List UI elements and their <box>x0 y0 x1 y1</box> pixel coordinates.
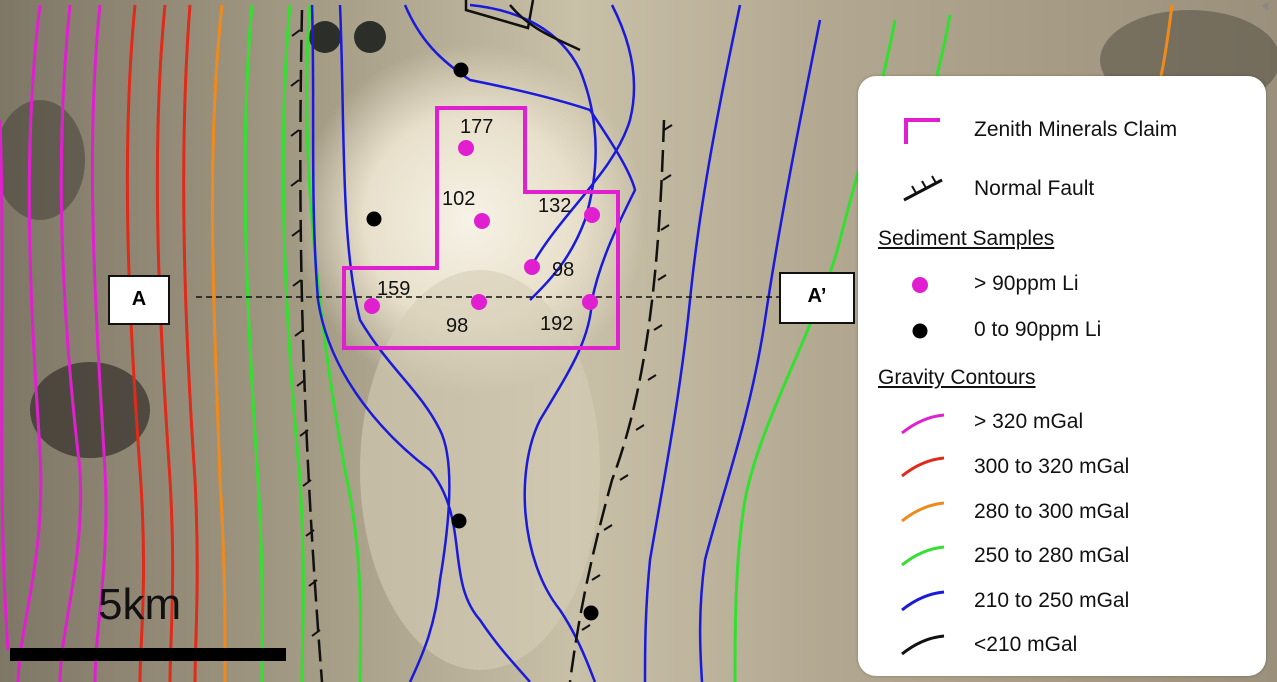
sample-high <box>364 298 380 314</box>
sample-label: 192 <box>540 313 573 335</box>
contour-line <box>16 4 43 682</box>
high-sample-legend-icon <box>912 277 928 293</box>
contour-line <box>338 4 451 682</box>
fault-west <box>290 9 324 682</box>
dark-outcrop <box>0 100 85 220</box>
sample-high <box>471 294 487 310</box>
contour-lt-210-legend-icon <box>901 634 945 656</box>
contour-line <box>58 4 83 682</box>
scale-bar <box>10 648 286 661</box>
contours-210-250 <box>310 3 822 682</box>
fault-ticks <box>581 124 673 631</box>
legend-contour-label: <210 mGal <box>974 633 1078 656</box>
tree <box>354 21 386 53</box>
low-sample-legend-icon <box>912 323 928 339</box>
legend-contour-label: 210 to 250 mGal <box>974 589 1130 612</box>
sample-high <box>582 294 598 310</box>
contour-line <box>211 4 227 682</box>
fault-line <box>568 119 666 682</box>
contour-line <box>469 3 597 301</box>
sample-label: 98 <box>446 315 468 337</box>
contour-line <box>643 4 742 682</box>
claim-legend-icon <box>904 118 940 144</box>
scale-label: 5km <box>98 580 182 629</box>
sample-label: 159 <box>377 278 410 300</box>
contour-line <box>533 4 636 261</box>
sample-high <box>474 213 490 229</box>
contour-280-300-legend-icon <box>901 501 945 523</box>
contour-line <box>182 4 199 682</box>
playa-flat <box>360 270 600 670</box>
contour-line <box>125 4 146 682</box>
contours-gt-320 <box>0 4 108 682</box>
sample-low <box>451 513 467 529</box>
contour-gt-320-legend-icon <box>901 413 945 435</box>
sample-labels: 177 102 132 98 159 98 192 <box>377 116 574 337</box>
samples-high <box>364 140 600 314</box>
legend-gravity-heading: Gravity Contours <box>878 366 1036 389</box>
section-label-a-prime: A’ <box>779 272 855 324</box>
contour-300-320-legend-icon <box>901 456 945 478</box>
legend-claim-label: Zenith Minerals Claim <box>974 118 1178 141</box>
dark-outcrop <box>30 362 150 458</box>
contour-line <box>403 4 637 682</box>
fault-line <box>299 9 324 682</box>
contours-lt-210 <box>509 4 581 52</box>
contour-line <box>0 119 10 651</box>
legend-low-sample-label: 0 to 90ppm Li <box>974 318 1102 341</box>
legend-high-sample-label: > 90ppm Li <box>974 272 1079 295</box>
legend-fault-label: Normal Fault <box>974 177 1095 200</box>
samples-low <box>366 62 599 621</box>
legend-contour-label: > 320 mGal <box>974 410 1084 433</box>
sample-high <box>584 207 600 223</box>
contour-line <box>90 4 108 682</box>
contour-line <box>310 4 531 682</box>
sample-label: 132 <box>538 195 571 217</box>
sample-high <box>524 259 540 275</box>
playa-bright-area <box>295 45 645 395</box>
fault-east <box>568 119 673 682</box>
sample-label: 177 <box>460 116 493 138</box>
contour-210-250-legend-icon <box>901 590 945 612</box>
contour-250-280-legend-icon <box>901 545 945 567</box>
sample-label: 102 <box>442 188 475 210</box>
fault-ticks <box>290 29 321 637</box>
contour-line <box>509 4 581 52</box>
sample-low <box>583 605 599 621</box>
corner-arrow-icon <box>1262 2 1268 10</box>
contour-line <box>155 4 175 682</box>
contour-line <box>305 4 363 682</box>
legend-contour-label: 250 to 280 mGal <box>974 544 1130 567</box>
fault-legend-icon <box>903 175 943 202</box>
legend-contour-label: 280 to 300 mGal <box>974 500 1130 523</box>
tree <box>309 21 341 53</box>
sample-low <box>453 62 469 78</box>
contour-line <box>243 4 264 682</box>
legend-contour-label: 300 to 320 mGal <box>974 455 1130 478</box>
contours-300-320 <box>125 4 199 682</box>
contour-line <box>698 19 822 682</box>
sample-label: 98 <box>552 259 574 281</box>
claim-outline <box>342 106 620 350</box>
road-segment <box>464 0 535 30</box>
legend-samples-heading: Sediment Samples <box>878 227 1055 250</box>
sample-high <box>458 140 474 156</box>
sample-low <box>366 211 382 227</box>
legend: Zenith Minerals Claim Normal Fault Sedim… <box>858 76 1266 676</box>
section-label-a: A <box>108 275 170 325</box>
contour-line <box>281 4 305 682</box>
